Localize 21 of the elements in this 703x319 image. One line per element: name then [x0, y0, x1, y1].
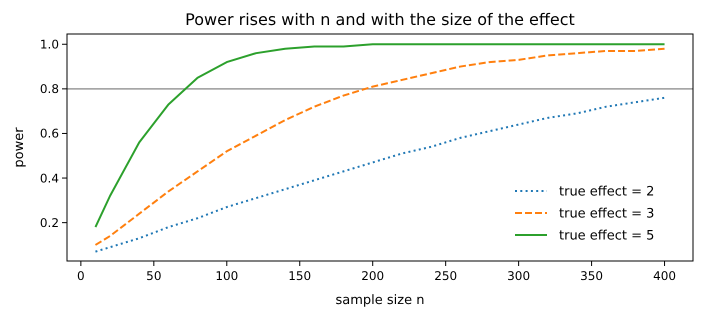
y-tick-label: 0.8 — [40, 82, 59, 96]
x-axis-title: sample size n — [336, 293, 424, 308]
x-tick-label: 200 — [361, 269, 384, 283]
x-tick-label: 300 — [507, 269, 530, 283]
chart-title: Power rises with n and with the size of the effect — [185, 10, 575, 29]
x-tick-label: 400 — [653, 269, 676, 283]
x-tick-label: 150 — [288, 269, 312, 283]
line-series — [94, 96, 666, 253]
x-tick-label: 350 — [580, 269, 604, 283]
y-tick-label: 0.2 — [40, 216, 59, 230]
x-tick-label: 50 — [146, 269, 162, 283]
x-tick-label: 0 — [77, 269, 85, 283]
y-axis-title: power — [12, 126, 27, 168]
y-tick-label: 1.0 — [40, 37, 59, 52]
legend-label: true effect = 2 — [559, 184, 654, 200]
y-tick-label: 0.6 — [40, 126, 59, 141]
legend-label: true effect = 3 — [559, 206, 654, 222]
y-tick-label: 0.4 — [40, 171, 59, 186]
legend-label: true effect = 5 — [559, 228, 654, 244]
x-tick-label: 100 — [215, 269, 238, 283]
x-tick-label: 250 — [434, 269, 458, 283]
